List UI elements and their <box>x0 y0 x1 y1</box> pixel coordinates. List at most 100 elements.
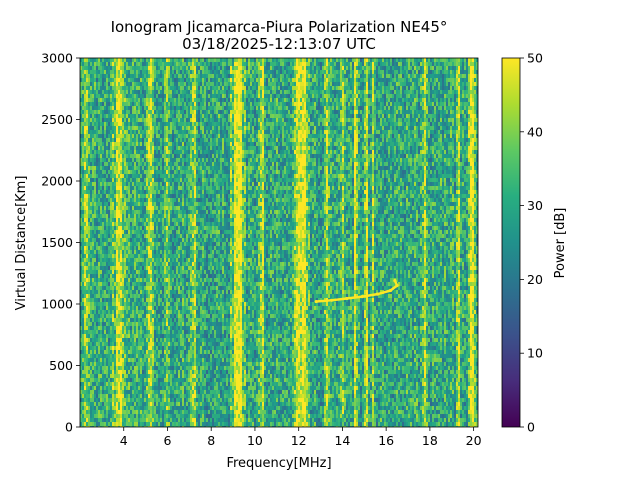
heatmap-cell <box>160 98 163 103</box>
heatmap-cell <box>106 390 109 395</box>
heatmap-cell <box>182 134 185 139</box>
heatmap-cell <box>170 230 173 235</box>
heatmap-cell <box>126 58 129 63</box>
heatmap-cell <box>164 370 167 375</box>
heatmap-cell <box>154 326 157 331</box>
heatmap-cell <box>90 278 93 283</box>
heatmap-cell <box>110 158 113 163</box>
heatmap-cell <box>124 394 127 399</box>
heatmap-cell <box>136 286 139 291</box>
heatmap-cell <box>144 234 147 239</box>
heatmap-cell <box>152 166 155 171</box>
heatmap-cell <box>180 166 183 171</box>
heatmap-cell <box>124 138 127 143</box>
heatmap-cell <box>138 242 141 247</box>
heatmap-cell <box>120 162 123 167</box>
heatmap-cell <box>104 150 107 155</box>
heatmap-cell <box>130 326 133 331</box>
heatmap-cell <box>158 150 161 155</box>
heatmap-cell <box>108 298 111 303</box>
heatmap-cell <box>176 106 179 111</box>
heatmap-cell <box>96 310 99 315</box>
heatmap-cell <box>116 362 119 367</box>
heatmap-cell <box>148 302 151 307</box>
heatmap-cell <box>176 278 179 283</box>
heatmap-cell <box>102 374 105 379</box>
heatmap-cell <box>170 322 173 327</box>
heatmap-cell <box>154 102 157 107</box>
heatmap-cell <box>146 270 149 275</box>
heatmap-cell <box>94 70 97 75</box>
heatmap-cell <box>160 114 163 119</box>
heatmap-cell <box>94 406 97 411</box>
heatmap-cell <box>84 310 87 315</box>
heatmap-cell <box>118 194 121 199</box>
heatmap-cell <box>116 186 119 191</box>
heatmap-cell <box>184 62 187 67</box>
heatmap-cell <box>144 362 147 367</box>
heatmap-cell <box>186 294 189 299</box>
heatmap-cell <box>140 246 143 251</box>
heatmap-cell <box>160 86 163 91</box>
heatmap-cell <box>178 142 181 147</box>
heatmap-cell <box>172 302 175 307</box>
heatmap-cell <box>150 170 153 175</box>
heatmap-cell <box>80 274 83 279</box>
heatmap-cell <box>86 126 89 131</box>
heatmap-cell <box>168 146 171 151</box>
heatmap-cell <box>80 114 83 119</box>
heatmap-cell <box>134 66 137 71</box>
heatmap-cell <box>180 118 183 123</box>
heatmap-cell <box>152 162 155 167</box>
heatmap-cell <box>84 58 87 63</box>
heatmap-cell <box>80 178 83 183</box>
heatmap-cell <box>144 282 147 287</box>
heatmap-cell <box>90 282 93 287</box>
heatmap-cell <box>174 290 177 295</box>
heatmap-cell <box>94 142 97 147</box>
heatmap-cell <box>146 318 149 323</box>
heatmap-cell <box>174 86 177 91</box>
heatmap-cell <box>112 150 115 155</box>
heatmap-cell <box>164 286 167 291</box>
heatmap-cell <box>148 370 151 375</box>
heatmap-cell <box>88 134 91 139</box>
heatmap-cell <box>92 186 95 191</box>
heatmap-cell <box>164 322 167 327</box>
heatmap-cell <box>184 278 187 283</box>
heatmap-cell <box>92 362 95 367</box>
heatmap-cell <box>130 270 133 275</box>
heatmap-cell <box>160 238 163 243</box>
heatmap-cell <box>94 262 97 267</box>
heatmap-cell <box>126 126 129 131</box>
heatmap-cell <box>150 258 153 263</box>
heatmap-cell <box>166 138 169 143</box>
heatmap-cell <box>112 130 115 135</box>
heatmap-cell <box>112 382 115 387</box>
heatmap-cell <box>164 218 167 223</box>
heatmap-cell <box>170 398 173 403</box>
heatmap-cell <box>98 202 101 207</box>
heatmap-cell <box>100 206 103 211</box>
heatmap-cell <box>86 246 89 251</box>
heatmap-cell <box>182 242 185 247</box>
chart-title: Ionogram Jicamarca-Piura Polarization NE… <box>111 18 448 36</box>
heatmap-cell <box>170 262 173 267</box>
heatmap-cell <box>166 418 169 423</box>
heatmap-cell <box>112 222 115 227</box>
heatmap-cell <box>92 342 95 347</box>
heatmap-cell <box>154 154 157 159</box>
heatmap-cell <box>116 138 119 143</box>
heatmap-cell <box>98 250 101 255</box>
heatmap-cell <box>134 294 137 299</box>
heatmap-cell <box>96 90 99 95</box>
heatmap-cell <box>104 310 107 315</box>
heatmap-cell <box>114 122 117 127</box>
heatmap-cell <box>120 150 123 155</box>
heatmap-cell <box>152 242 155 247</box>
heatmap-cell <box>168 274 171 279</box>
heatmap-cell <box>88 382 91 387</box>
heatmap-cell <box>162 162 165 167</box>
heatmap-cell <box>100 146 103 151</box>
heatmap-cell <box>142 238 145 243</box>
